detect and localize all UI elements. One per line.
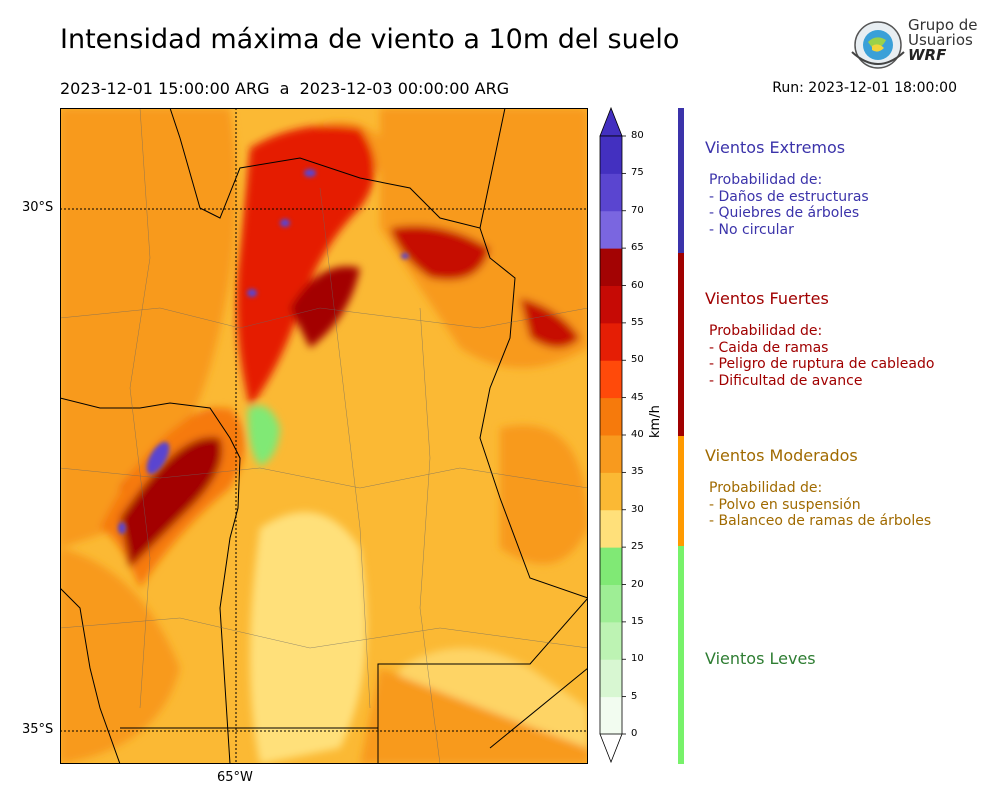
colorbar-tick-label: 65: [631, 242, 644, 254]
colorbar-units: km/h: [648, 405, 663, 438]
lon-label-65w: 65°W: [217, 770, 253, 785]
cat-title-moderate: Vientos Moderados: [705, 446, 858, 465]
colorbar-swatch: [600, 435, 622, 473]
colorbar-swatch: [600, 248, 622, 286]
colorbar-tick-label: 30: [631, 503, 644, 515]
colorbar-tick-label: 80: [631, 130, 644, 141]
colorbar-swatch: [600, 621, 622, 660]
colorbar-extend-bottom: [599, 733, 623, 764]
colorbar-swatch: [600, 322, 622, 361]
colorbar-tick-label: 35: [631, 466, 644, 478]
colorbar-swatch: [600, 472, 622, 511]
cat-title-strong: Vientos Fuertes: [705, 289, 829, 308]
logo-line-1: Grupo de: [908, 16, 978, 34]
colorbar-tick-label: 40: [631, 429, 644, 440]
colorbar-tick-label: 5: [631, 690, 638, 702]
logo-text: Grupo de Usuarios WRF: [908, 18, 978, 63]
cat-desc-extreme: Probabilidad de: - Daños de estructuras …: [709, 172, 869, 238]
colorbar-swatch: [600, 136, 622, 174]
grupo-wrf-logo: [851, 21, 905, 69]
colorbar-tick-label: 15: [631, 615, 644, 627]
strip-moderate: [678, 436, 684, 546]
colorbar-tick-label: 70: [631, 204, 644, 216]
cat-title-extreme: Vientos Extremos: [705, 138, 846, 157]
colorbar-tick-label: 10: [631, 653, 644, 665]
cat-strong-line: Probabilidad de:: [709, 323, 823, 339]
colorbar-tick-label: 75: [631, 167, 644, 179]
wind-map: [60, 108, 588, 764]
cat-strong-line: - Caida de ramas: [709, 339, 829, 356]
colorbar-tick-label: 50: [631, 354, 644, 366]
cat-strong-line: - Peligro de ruptura de cableado: [709, 356, 935, 372]
cat-moderate-line: - Balanceo de ramas de árboles: [709, 513, 932, 529]
cat-extreme-line: - Daños de estructuras: [709, 188, 869, 205]
cat-desc-strong: Probabilidad de: - Caida de ramas - Peli…: [709, 323, 934, 389]
colorbar-swatch: [600, 360, 622, 399]
colorbar-swatch: [600, 285, 622, 324]
colorbar-tick-label: 55: [631, 316, 644, 328]
cat-desc-moderate: Probabilidad de: - Polvo en suspensión -…: [709, 480, 931, 530]
logo-line-3: WRF: [908, 46, 947, 64]
colorbar-swatch: [600, 397, 622, 436]
strip-strong: [678, 253, 684, 436]
colorbar-swatch: [600, 659, 622, 698]
colorbar-tick-label: 20: [631, 578, 644, 590]
colorbar-swatch: [600, 509, 622, 548]
cat-title-light: Vientos Leves: [705, 649, 816, 668]
colorbar: [599, 106, 626, 764]
cat-extreme-line: - No circular: [709, 221, 794, 238]
cat-extreme-line: - Quiebres de árboles: [709, 205, 860, 221]
strip-extreme: [678, 108, 684, 253]
colorbar-swatch: [600, 696, 622, 735]
map-title: Intensidad máxima de viento a 10m del su…: [60, 24, 680, 55]
colorbar-tick-label: 0: [631, 728, 638, 739]
colorbar-swatch: [600, 584, 622, 623]
run-time: Run: 2023-12-01 18:00:00: [772, 80, 957, 96]
logo-line-2: Usuarios: [908, 31, 973, 49]
colorbar-tick-label: 45: [631, 391, 644, 403]
colorbar-extend-top: [599, 106, 623, 137]
lat-label-30s: 30°S: [22, 200, 54, 215]
valid-period: 2023-12-01 15:00:00 ARG a 2023-12-03 00:…: [60, 79, 510, 98]
colorbar-swatch: [600, 173, 622, 212]
colorbar-swatch: [600, 210, 622, 249]
colorbar-tick-label: 25: [631, 541, 644, 553]
lat-label-35s: 35°S: [22, 722, 54, 737]
cat-extreme-line: Probabilidad de:: [709, 172, 823, 188]
cat-moderate-line: Probabilidad de:: [709, 480, 823, 496]
colorbar-tick-label: 60: [631, 279, 644, 291]
strip-light: [678, 546, 684, 764]
cat-moderate-line: - Polvo en suspensión: [709, 496, 861, 513]
colorbar-swatch: [600, 547, 622, 585]
cat-strong-line: - Dificultad de avance: [709, 372, 863, 389]
